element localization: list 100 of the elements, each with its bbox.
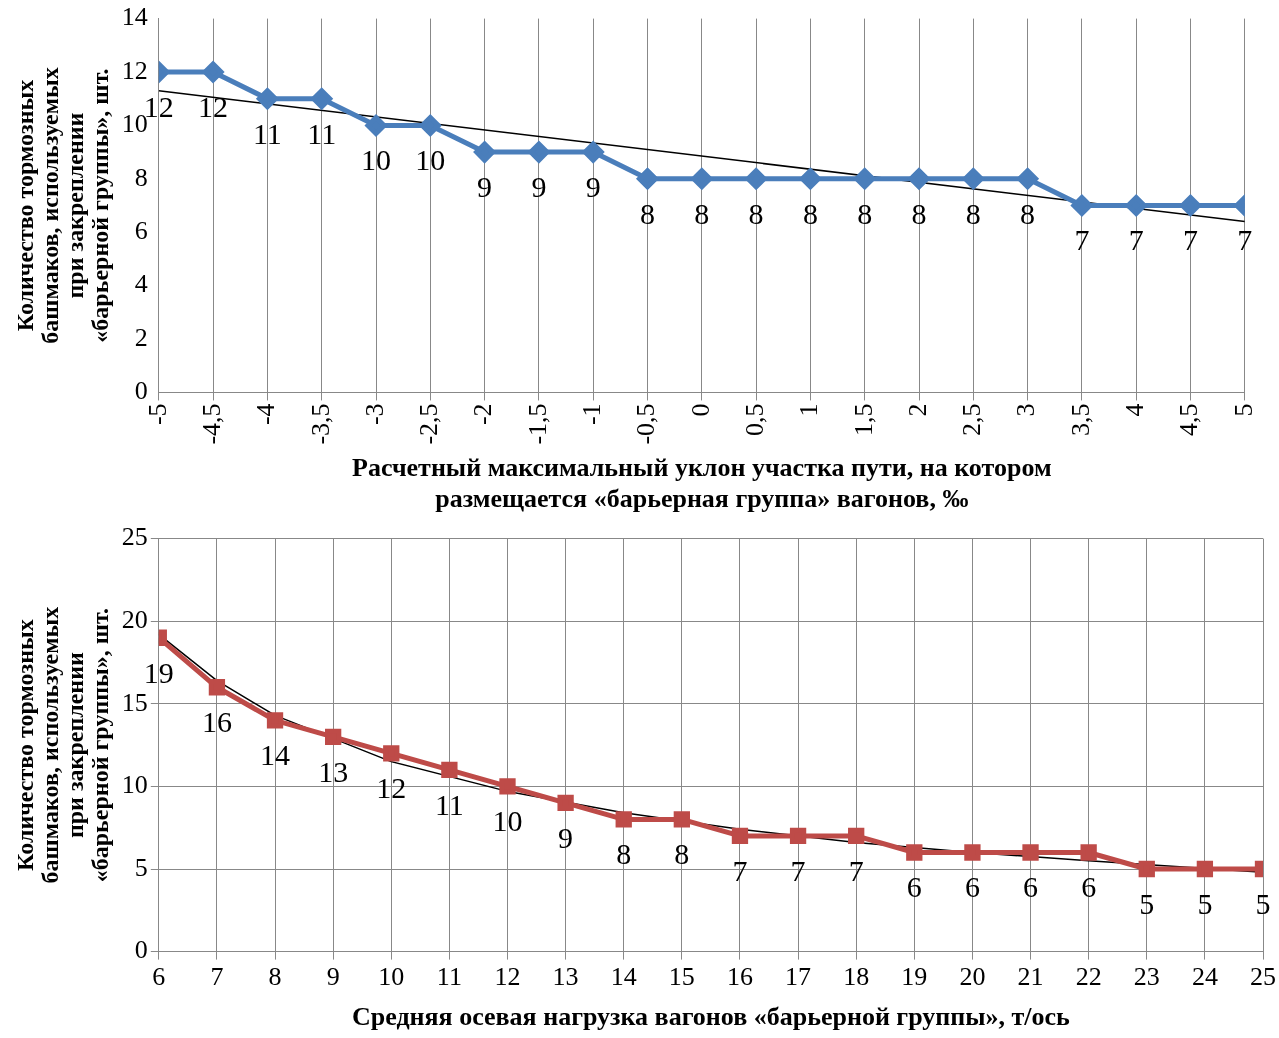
x-tick-label: -3 <box>359 403 389 426</box>
data-label: 12 <box>376 771 407 805</box>
point <box>1022 844 1039 861</box>
x-tick-label: -3,5 <box>305 403 335 445</box>
x-tick-label: -4,5 <box>196 403 226 445</box>
x-tick-label: -4 <box>251 403 281 426</box>
data-label: 9 <box>477 169 493 203</box>
data-label: 6 <box>1081 870 1097 904</box>
y-tick-label: 5 <box>134 852 148 882</box>
data-label: 8 <box>802 196 818 230</box>
data-label: 8 <box>857 196 873 230</box>
point <box>1138 860 1155 878</box>
point <box>962 168 984 190</box>
data-label: 7 <box>848 853 864 887</box>
data-label: 8 <box>1020 196 1036 230</box>
point <box>311 88 333 110</box>
point <box>1017 168 1039 190</box>
data-label: 8 <box>694 196 710 230</box>
data-label: 11 <box>252 116 282 150</box>
x-tick-label: 4,5 <box>1174 403 1204 436</box>
point <box>615 811 632 828</box>
x-tick-label: 4 <box>1120 403 1150 417</box>
x-tick-label: 18 <box>843 962 870 992</box>
x-tick-label: 14 <box>610 962 637 992</box>
y-tick-label: 8 <box>134 162 148 192</box>
point <box>1080 844 1097 861</box>
x-tick-label: -1 <box>577 403 607 426</box>
y-tick-label: 6 <box>134 216 148 246</box>
point <box>1180 195 1201 217</box>
y-tick-label: 0 <box>134 935 148 965</box>
point <box>441 761 458 779</box>
data-label: 7 <box>1237 223 1253 257</box>
point <box>528 141 550 163</box>
data-label: 12 <box>198 89 229 123</box>
point <box>1071 195 1093 217</box>
point <box>324 728 342 745</box>
y-tick-label: 12 <box>121 55 148 85</box>
x-tick-label: 17 <box>785 962 812 992</box>
x-tick-label: -2,5 <box>414 403 444 445</box>
x-tick-label: 0,5 <box>739 403 769 436</box>
point <box>799 168 821 190</box>
y-tick-label: 15 <box>121 687 148 717</box>
data-label: 7 <box>790 853 806 887</box>
point <box>582 141 604 163</box>
y-tick-label: 2 <box>134 322 148 352</box>
data-label: 5 <box>1197 886 1213 920</box>
data-label: 19 <box>143 655 174 689</box>
x-tick-label: -5 <box>142 403 172 426</box>
x-tick-label: 22 <box>1075 962 1102 992</box>
x-tick-label: 3,5 <box>1065 403 1095 436</box>
data-label: 7 <box>1128 223 1144 257</box>
x-tick-label: 2,5 <box>957 403 987 436</box>
point <box>474 141 496 163</box>
data-label: 7 <box>1183 223 1198 257</box>
x-tick-label: 23 <box>1133 962 1160 992</box>
point <box>848 827 865 845</box>
x-tick-label: 10 <box>378 962 405 992</box>
point <box>731 827 749 845</box>
x-tick-label: 8 <box>268 962 282 992</box>
point <box>419 114 441 136</box>
x-tick-label: 24 <box>1191 962 1218 992</box>
data-label: 7 <box>732 853 748 887</box>
x-tick-label: 9 <box>326 962 340 992</box>
y-axis-title: Количество тормозных башмаков, используемых при закреплении «барьерной группы», шт. <box>11 67 114 344</box>
y-tick-label: 25 <box>121 522 148 552</box>
data-label: 9 <box>558 820 574 854</box>
point <box>1125 195 1147 217</box>
data-label: 6 <box>964 870 980 904</box>
x-tick-label: 25 <box>1250 962 1276 992</box>
x-tick-label: 21 <box>1017 962 1044 992</box>
x-tick-label: -0,5 <box>631 403 661 445</box>
x-tick-label: -1,5 <box>522 403 552 445</box>
x-tick-label: 13 <box>552 962 579 992</box>
x-axis-title: Средняя осевая нагрузка вагонов «барьерной группы», т/ось <box>351 1002 1071 1032</box>
x-tick-label: 16 <box>726 962 753 992</box>
point <box>256 88 278 110</box>
point <box>208 679 226 696</box>
point <box>789 827 807 845</box>
point <box>383 745 400 762</box>
y-tick-label: 10 <box>121 770 148 800</box>
data-label: 5 <box>1255 886 1271 920</box>
x-tick-label: 0 <box>685 403 715 417</box>
point <box>1196 860 1214 878</box>
x-tick-label: 11 <box>436 962 462 992</box>
x-tick-label: 2 <box>902 403 932 417</box>
data-label: 11 <box>434 787 464 821</box>
data-label: 9 <box>585 169 601 203</box>
x-tick-label: 5 <box>1228 403 1258 417</box>
y-tick-label: 4 <box>134 269 148 299</box>
x-axis-title: Расчетный максимальный уклон участка пути, на котором размещается «барьерная группа» вагонов, ‰ <box>352 452 1052 514</box>
data-label: 9 <box>531 169 547 203</box>
data-label: 10 <box>361 143 391 177</box>
x-tick-label: 15 <box>668 962 695 992</box>
point <box>499 778 516 795</box>
x-tick-label: 1,5 <box>848 403 878 436</box>
point <box>906 844 923 861</box>
point <box>673 811 690 828</box>
data-label: 10 <box>492 804 523 838</box>
point <box>266 712 284 729</box>
point <box>964 844 981 861</box>
